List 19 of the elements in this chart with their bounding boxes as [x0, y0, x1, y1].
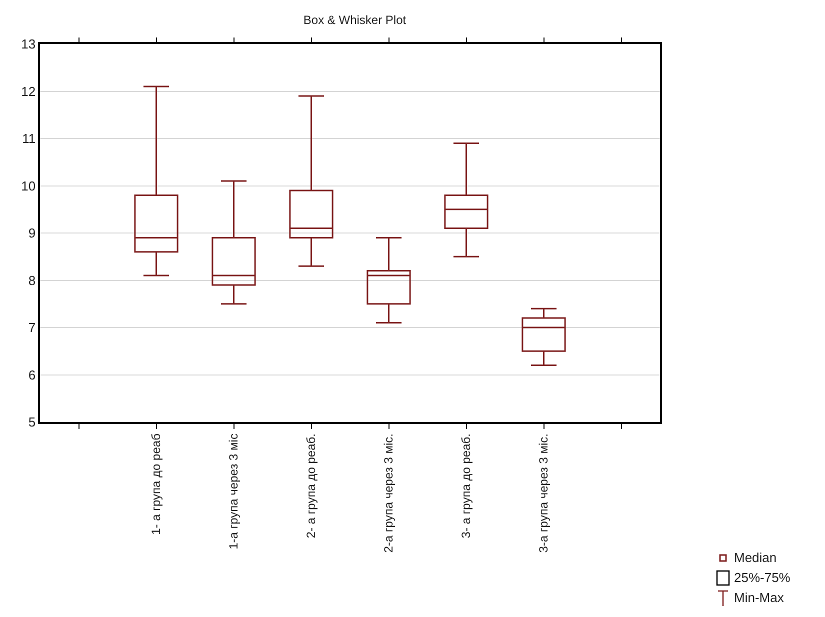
x-tick-label: 3-а група через 3 міс.	[536, 434, 551, 553]
x-tick-label: 2- а група до реаб.	[304, 434, 318, 538]
x-tick-label: 1- а група до реаб	[149, 433, 164, 535]
x-tick-label: 3- а група до реаб.	[459, 434, 474, 538]
y-tick-label: 5	[28, 414, 36, 430]
y-tick-label: 11	[22, 131, 36, 146]
text: Min-Max	[734, 589, 784, 607]
text: 25%-75%	[734, 569, 790, 587]
y-tick-label: 10	[21, 178, 36, 194]
x-tick-label: 2-а група через 3 міс.	[382, 434, 396, 553]
chart-title: Box & Whisker Plot	[303, 12, 407, 27]
y-tick-label: 7	[28, 320, 36, 336]
y-tick-label: 12	[21, 84, 36, 99]
y-tick-label: 9	[28, 226, 36, 241]
y-tick-label: 6	[28, 367, 36, 382]
x-tick-label: 1-а група через 3 міс	[226, 434, 241, 550]
y-tick-label: 13	[21, 36, 36, 52]
text: Median	[734, 549, 777, 567]
y-tick-label: 8	[28, 272, 36, 288]
